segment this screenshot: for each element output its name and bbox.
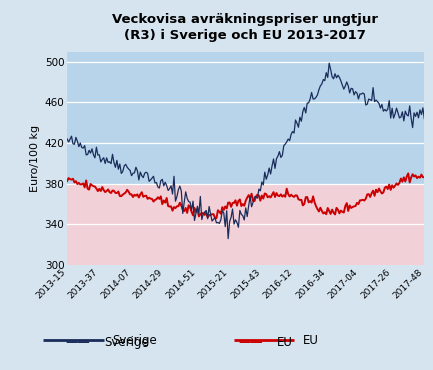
Text: EU: EU [303,333,319,347]
Bar [67,52,424,184]
Text: ——: —— [65,336,90,349]
Y-axis label: Euro/100 kg: Euro/100 kg [30,125,40,192]
Text: Sverige: Sverige [104,336,149,349]
Bar [67,184,424,265]
Text: EU: EU [277,336,293,349]
Text: ——: —— [239,336,264,349]
Text: Sverige: Sverige [113,333,157,347]
Text: Veckovisa avräkningspriser ungtjur
(R3) i Sverige och EU 2013-2017: Veckovisa avräkningspriser ungtjur (R3) … [112,13,378,42]
